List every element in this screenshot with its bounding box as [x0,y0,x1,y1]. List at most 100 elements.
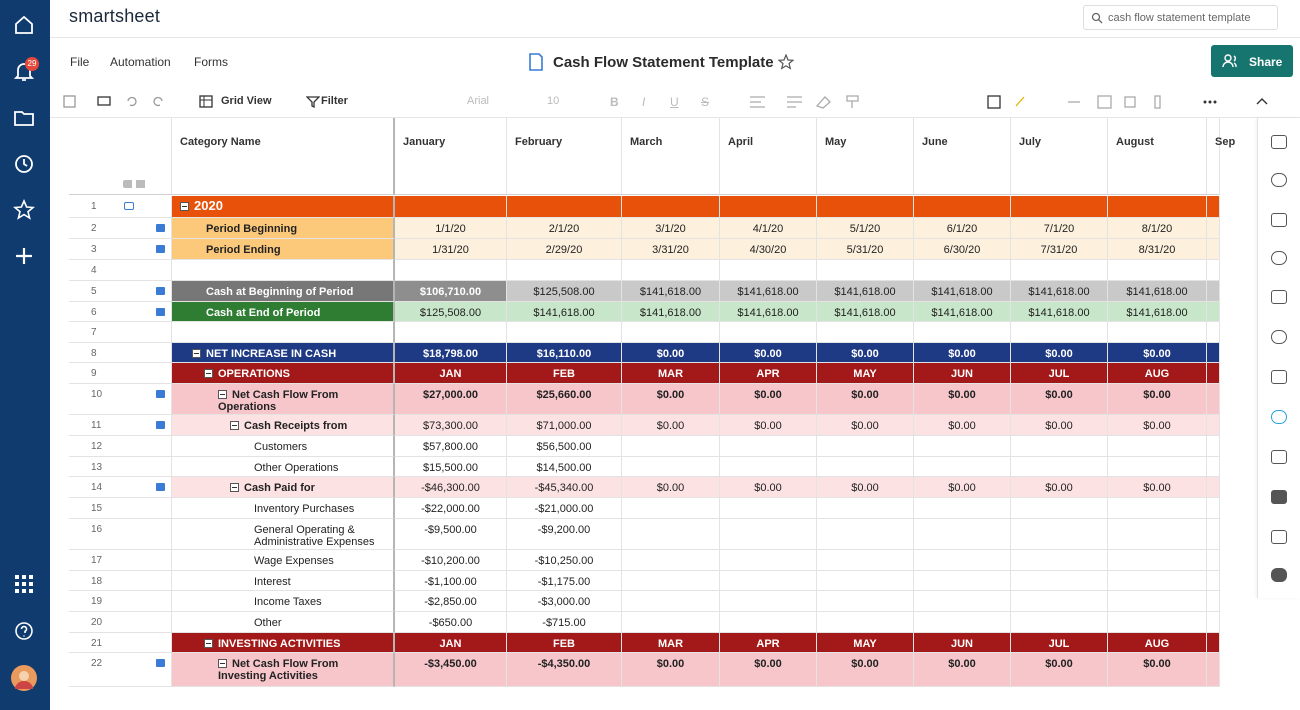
cell [395,196,507,218]
collapse-toggle[interactable] [218,390,227,399]
cell [1108,519,1207,550]
panel-icon[interactable] [1271,173,1287,187]
cell: $141,618.00 [1011,281,1108,302]
font-size-selector[interactable]: 10 [547,95,559,107]
cell: APR [720,633,817,653]
menu-item[interactable]: File [70,55,89,69]
cell: $125,508.00 [395,302,507,322]
column-header[interactable]: Category Name [172,118,395,195]
italic-button[interactable]: I [642,95,645,109]
cell: 6/30/20 [914,239,1011,260]
row-label-text: Inventory Purchases [254,503,354,515]
favorites-icon[interactable] [13,199,35,221]
panel-icon[interactable] [1271,290,1287,304]
cell [1108,260,1207,281]
row-number: 7 [69,322,172,343]
collapse-toggle[interactable] [204,639,213,648]
collapse-toggle[interactable] [192,349,201,358]
bold-button[interactable]: B [610,95,619,109]
browse-icon[interactable] [13,107,35,129]
cell: 7/31/20 [1011,239,1108,260]
row-number: 18 [69,571,172,591]
cell [1207,519,1220,550]
favorite-star[interactable] [778,54,794,70]
panel-icon[interactable] [1271,251,1287,265]
cell: $0.00 [817,477,914,498]
row-label: Other Operations [172,457,395,477]
cell [1207,239,1220,260]
row-label: Inventory Purchases [172,498,395,519]
toolbar-icons[interactable] [63,94,183,110]
row-label: Cash at End of Period [172,302,395,322]
collapse-toggle[interactable] [230,483,239,492]
cell: -$10,200.00 [395,550,507,571]
font-selector[interactable]: Arial [467,95,489,107]
strike-button[interactable]: S [701,95,709,109]
cell: 4/30/20 [720,239,817,260]
cell [1207,343,1220,363]
cell: $0.00 [817,653,914,687]
cell: $0.00 [1011,343,1108,363]
cell [720,498,817,519]
cell [1011,436,1108,457]
column-header[interactable]: March [622,118,720,195]
panel-icon[interactable] [1271,568,1287,582]
help-icon[interactable] [13,620,35,642]
collapse-toggle[interactable] [180,202,189,211]
create-icon[interactable] [13,245,35,267]
column-header[interactable]: April [720,118,817,195]
panel-icon[interactable] [1271,450,1287,464]
panel-icon[interactable] [1271,490,1287,504]
cell: $0.00 [622,653,720,687]
cell: $0.00 [914,477,1011,498]
row-label-text: INVESTING ACTIVITIES [218,638,340,650]
cell [1011,571,1108,591]
cell [817,457,914,477]
logo[interactable]: smartsheet [69,6,160,27]
cell: $0.00 [914,653,1011,687]
column-header[interactable]: May [817,118,914,195]
share-icon [1222,54,1238,68]
cell: 8/1/20 [1108,218,1207,239]
sheet-title[interactable]: Cash Flow Statement Template [553,54,774,71]
recents-icon[interactable] [13,153,35,175]
panel-icon[interactable] [1271,410,1287,424]
cell: 3/1/20 [622,218,720,239]
view-selector[interactable]: Grid View [221,95,272,107]
column-header[interactable]: Sep [1207,118,1220,195]
apps-icon[interactable] [13,573,35,595]
cell: $0.00 [622,343,720,363]
collapse-toggle[interactable] [218,659,227,668]
cell: $0.00 [1108,653,1207,687]
cell [817,322,914,343]
search-box[interactable]: cash flow statement template [1083,5,1278,30]
panel-icon[interactable] [1271,330,1287,344]
panel-icon[interactable] [1271,370,1287,384]
panel-icon[interactable] [1271,530,1287,544]
collapse-toggle[interactable] [204,369,213,378]
cell [622,519,720,550]
home-icon[interactable] [13,14,35,36]
cell [1207,281,1220,302]
cell: $16,110.00 [507,343,622,363]
panel-icon[interactable] [1271,213,1287,227]
panel-icon[interactable] [1271,135,1287,149]
cell [914,260,1011,281]
collapse-toggle[interactable] [230,421,239,430]
cell [622,591,720,612]
toolbar-icons-right[interactable] [730,94,1270,110]
filter-button[interactable]: Filter [321,95,348,107]
column-header[interactable]: August [1108,118,1207,195]
cell: FEB [507,363,622,384]
column-header[interactable]: July [1011,118,1108,195]
row-label-text: Net Cash Flow From Investing Activities [218,658,338,682]
menu-item[interactable]: Automation [110,55,171,69]
menu-item[interactable]: Forms [194,55,228,69]
avatar[interactable] [11,665,37,691]
cell: -$45,340.00 [507,477,622,498]
column-header[interactable]: February [507,118,622,195]
column-header[interactable]: June [914,118,1011,195]
underline-button[interactable]: U [670,95,679,109]
cell: $0.00 [1011,477,1108,498]
column-header[interactable]: January [395,118,507,195]
